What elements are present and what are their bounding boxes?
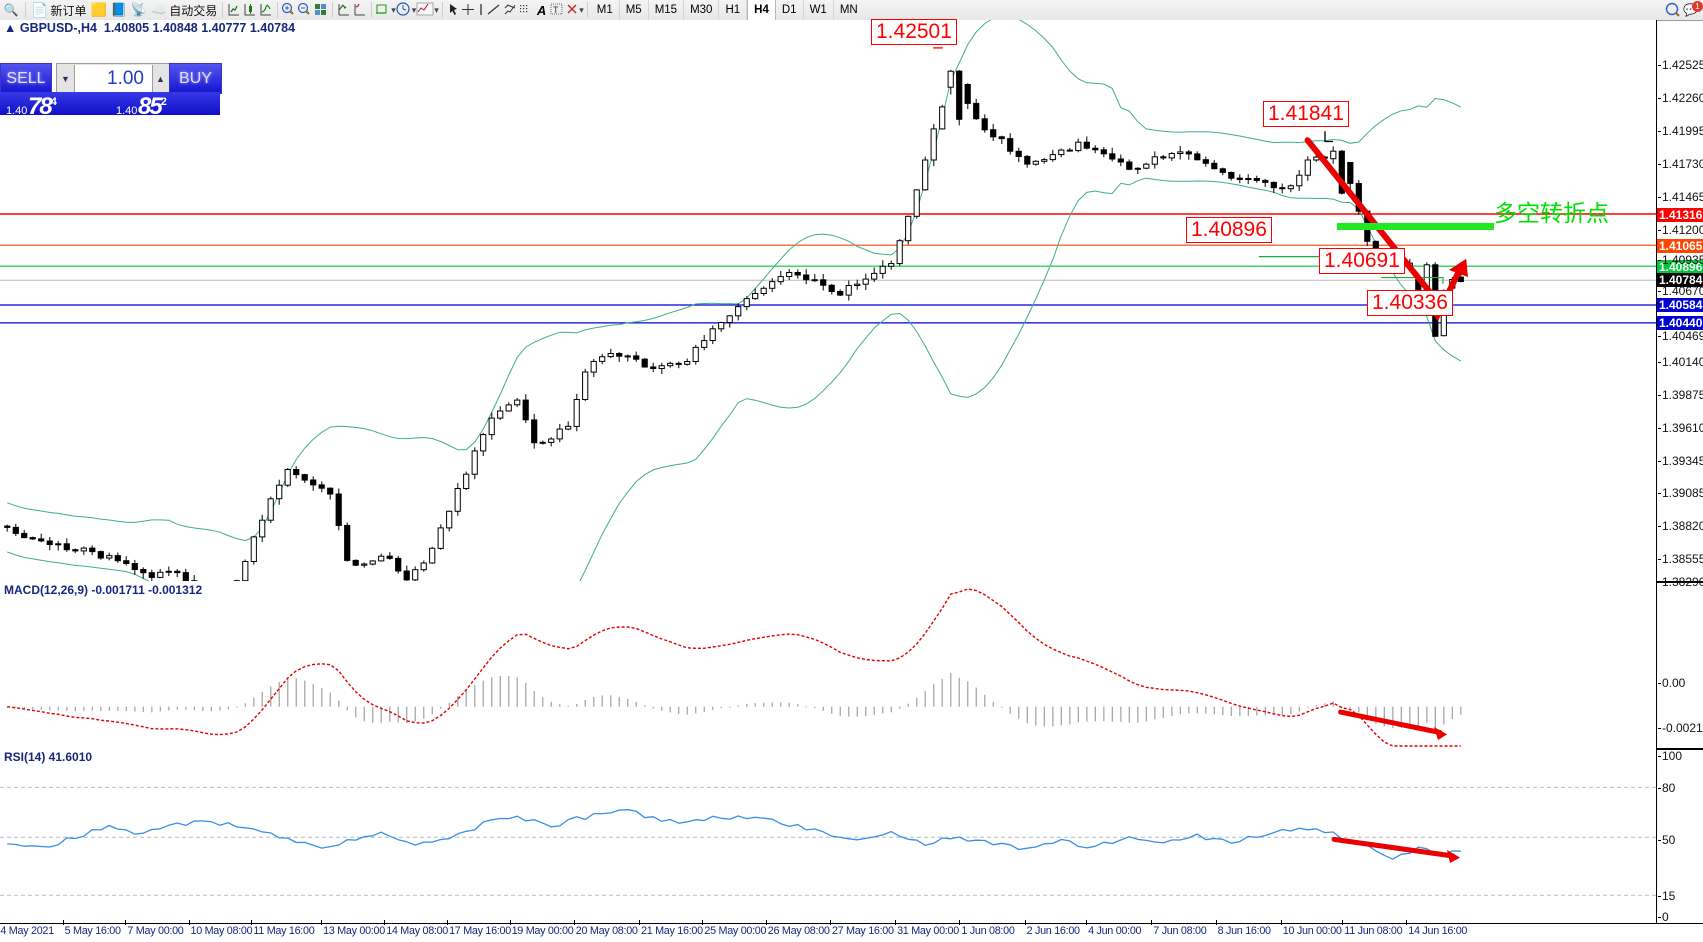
svg-text:T: T xyxy=(553,5,559,15)
